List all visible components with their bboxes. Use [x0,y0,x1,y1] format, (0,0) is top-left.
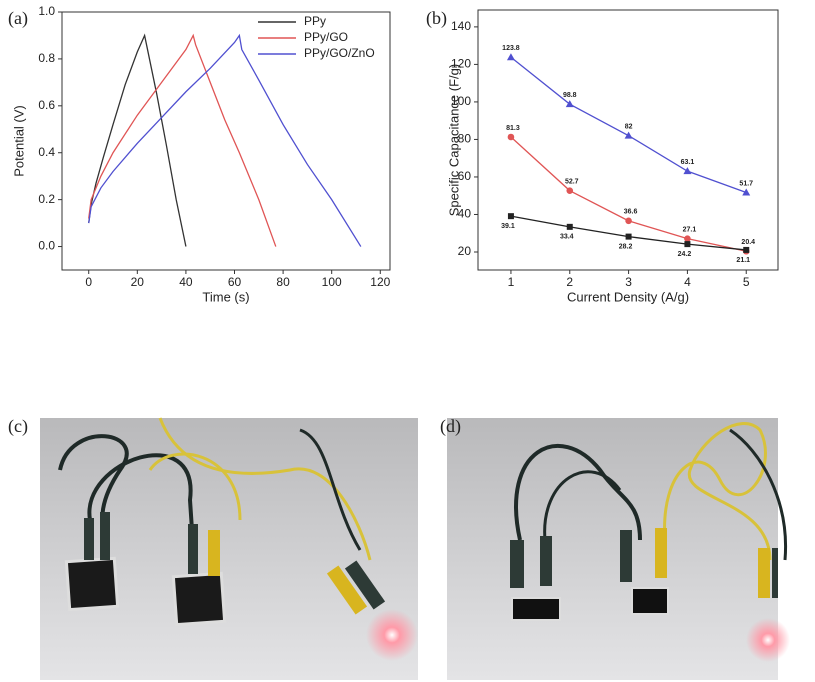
photo-d [447,418,790,680]
data-label: 21.1 [736,257,750,264]
y-tick-label: 0.6 [38,98,55,112]
y-tick-label: 0.2 [38,192,55,206]
y-axis-title: Specific Capacitance (F/g) [446,64,461,216]
plot-frame [61,11,391,271]
y-axis-title: Potential (V) [11,105,26,177]
x-tick-label: 3 [625,275,632,289]
data-label: 28.2 [619,243,633,250]
data-label: 20.4 [741,239,755,246]
panel-label: (c) [8,416,28,437]
x-tick-label: 60 [228,275,242,289]
marker [683,167,692,175]
data-label: 51.7 [739,180,753,187]
photo-c [40,417,418,680]
marker [507,133,515,141]
marker [507,213,514,220]
data-label: 82 [625,124,633,131]
x-tick-label: 100 [322,275,342,289]
y-tick-label: 40 [458,207,472,221]
panel-label: (a) [8,8,28,29]
data-label: 52.7 [565,178,579,185]
legend-label: PPy/GO [304,30,348,44]
data-label: 81.3 [506,125,520,132]
legend-label: PPy/GO/ZnO [304,46,375,60]
x-tick-label: 2 [566,275,573,289]
marker [506,53,515,61]
y-tick-label: 120 [451,57,471,71]
panel-label: (d) [440,416,461,437]
series-line [88,33,277,247]
y-tick-label: 0.0 [38,239,55,253]
data-label: 123.8 [502,45,520,52]
y-tick-label: 0.4 [38,145,55,159]
data-label: 98.8 [563,92,577,99]
series-line [88,33,362,247]
y-tick-label: 100 [451,94,471,108]
x-tick-label: 80 [276,275,290,289]
x-tick-label: 5 [743,275,750,289]
data-label: 24.2 [678,251,692,258]
data-label: 39.1 [501,223,515,230]
x-tick-label: 4 [684,275,691,289]
plot-frame [477,9,779,271]
y-tick-label: 140 [451,19,471,33]
marker [625,217,632,225]
marker [566,187,574,194]
x-axis-title: Time (s) [202,289,249,304]
y-tick-label: 0.8 [38,51,55,65]
marker [565,100,574,108]
x-tick-label: 40 [179,275,193,289]
marker [566,223,573,230]
data-label: 27.1 [683,227,697,234]
series-line [88,33,187,247]
x-tick-label: 1 [508,275,515,289]
y-tick-label: 20 [458,244,472,258]
x-tick-label: 20 [131,275,145,289]
data-label: 63.1 [681,159,695,166]
data-label: 36.6 [624,209,638,216]
y-tick-label: 80 [458,132,472,146]
marker [742,188,751,196]
panel-label: (b) [426,8,447,29]
x-tick-label: 0 [85,275,92,289]
x-axis-title: Current Density (A/g) [567,289,689,304]
marker [624,131,633,139]
marker [684,241,691,248]
x-tick-label: 120 [370,275,390,289]
marker [743,246,750,253]
marker [684,235,691,242]
y-tick-label: 60 [458,169,472,183]
legend-label: PPy [304,14,326,28]
y-tick-label: 1.0 [38,4,55,18]
marker [625,233,632,240]
data-label: 33.4 [560,234,574,241]
